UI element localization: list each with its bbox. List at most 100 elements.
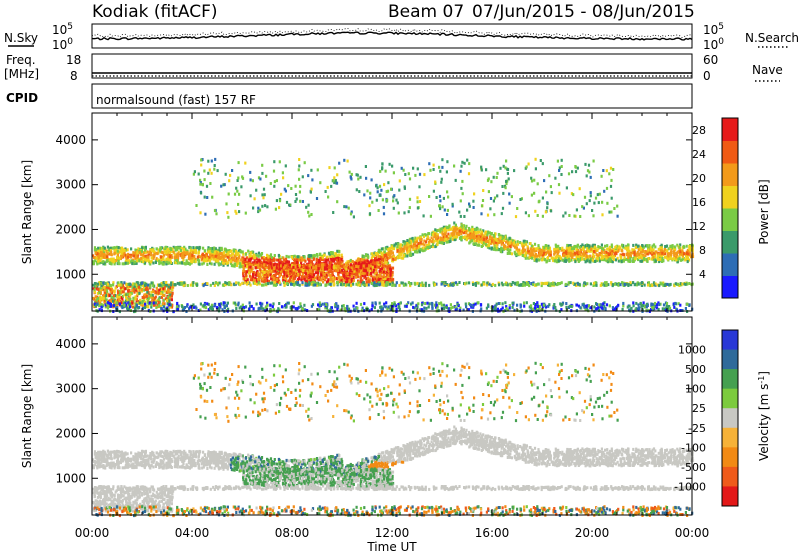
power-cell <box>486 239 489 243</box>
power-cell <box>524 251 528 255</box>
power-cell <box>590 247 593 251</box>
power-cell <box>632 281 635 285</box>
power-cell <box>676 250 679 254</box>
power-cell <box>143 293 146 297</box>
power-cell <box>139 248 142 252</box>
power-cell <box>424 284 427 288</box>
power-cell <box>197 250 200 254</box>
power-cell <box>161 261 164 265</box>
power-cell <box>460 237 463 241</box>
power-cell <box>224 283 227 287</box>
power-cell <box>257 258 260 262</box>
power-cell <box>259 263 262 267</box>
power-cell <box>500 247 503 250</box>
power-cell <box>335 269 338 273</box>
power-cell <box>497 233 501 236</box>
power-cell <box>306 283 309 287</box>
power-cell <box>662 259 665 263</box>
power-cell <box>643 256 646 260</box>
power-cell <box>413 238 416 242</box>
power-cell <box>304 269 307 273</box>
power-cell <box>447 232 450 236</box>
power-cell <box>436 242 439 246</box>
power-cell <box>456 282 459 286</box>
power-cell <box>499 249 502 253</box>
power-cell <box>632 257 635 261</box>
power-cell <box>478 239 481 243</box>
power-cell <box>303 268 306 272</box>
power-cell <box>113 259 116 263</box>
power-cell <box>544 247 548 251</box>
power-cell <box>351 271 354 275</box>
power-cell <box>125 295 128 299</box>
power-cell <box>258 273 262 276</box>
power-cell <box>679 258 682 262</box>
power-cell <box>480 232 483 236</box>
nsky-label: N.Sky <box>4 31 38 45</box>
power-cell <box>143 261 147 265</box>
power-cell <box>332 259 336 263</box>
power-cell <box>510 283 513 287</box>
power-cell <box>471 225 474 229</box>
power-cell <box>359 278 362 282</box>
power-cell <box>218 281 221 285</box>
power-cell <box>207 246 210 250</box>
power-cell <box>232 256 236 260</box>
power-cell <box>435 229 438 233</box>
power-cell <box>400 253 403 257</box>
power-cell <box>661 260 664 263</box>
power-cell <box>629 256 632 260</box>
power-cell <box>101 297 104 301</box>
power-cell <box>377 253 380 256</box>
power-cell <box>275 266 278 270</box>
power-cell <box>365 269 368 273</box>
power-cell <box>314 267 317 271</box>
power-cell <box>377 265 380 269</box>
power-cell <box>382 270 385 274</box>
power-cell <box>233 264 236 268</box>
power-cell <box>172 285 175 289</box>
power-cell <box>567 257 571 261</box>
power-cell <box>423 243 426 247</box>
power-cell <box>189 246 192 250</box>
power-cell <box>540 248 543 252</box>
power-cell <box>304 272 308 276</box>
power-cell <box>367 268 370 272</box>
power-cell <box>240 258 243 262</box>
power-cell <box>157 297 160 301</box>
power-cell <box>605 281 608 285</box>
power-cell <box>188 245 191 249</box>
power-cell <box>151 248 154 252</box>
power-cell <box>109 258 112 262</box>
power-cell <box>579 253 582 256</box>
power-cell <box>339 276 342 280</box>
power-cell <box>615 250 618 254</box>
power-cell <box>368 273 371 277</box>
power-cell <box>272 257 275 261</box>
power-cell <box>115 246 118 250</box>
power-cell <box>494 247 497 251</box>
power-cell <box>457 232 460 236</box>
power-cell <box>201 262 204 266</box>
power-cell <box>113 302 116 305</box>
power-cell <box>318 258 321 262</box>
power-cell <box>244 272 247 276</box>
date-range: 07/Jun/2015 - 08/Jun/2015 <box>472 2 695 22</box>
power-cell <box>417 236 420 240</box>
power-cell <box>681 249 684 253</box>
power-cell <box>381 267 384 271</box>
power-cell <box>513 250 516 254</box>
power-cell <box>113 246 116 250</box>
power-cell <box>419 238 422 242</box>
power-cell <box>603 248 606 252</box>
power-cell <box>503 243 506 247</box>
power-cell <box>637 254 640 258</box>
power-cell <box>660 254 663 257</box>
nsky-tick-bottom: 100 <box>52 37 73 52</box>
power-cell <box>471 281 474 285</box>
power-cell <box>522 243 525 247</box>
power-cell <box>278 273 282 277</box>
power-cell <box>385 256 388 259</box>
power-cell <box>610 281 613 285</box>
power-cell <box>675 258 678 262</box>
